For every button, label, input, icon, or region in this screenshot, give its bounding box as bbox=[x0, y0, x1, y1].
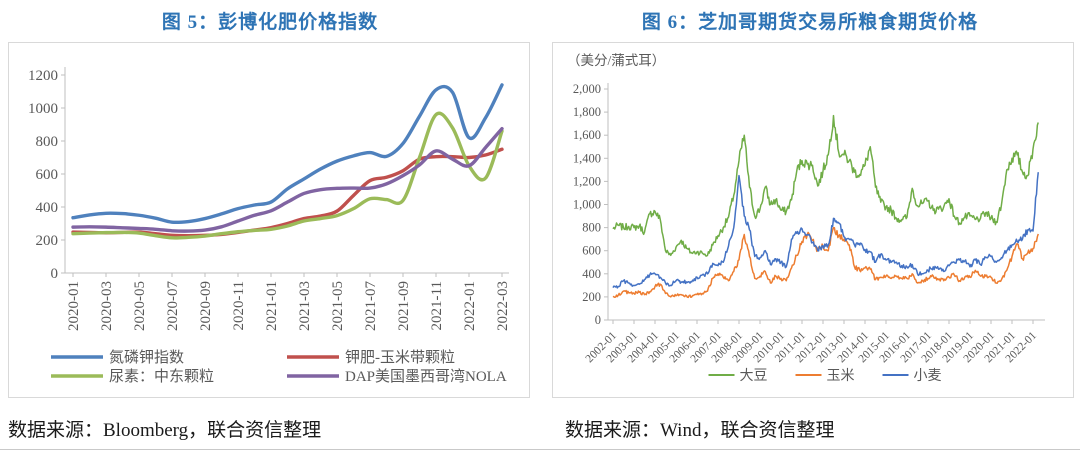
legend-label-urea-middle-east: 尿素：中东颗粒 bbox=[109, 368, 214, 385]
y-axis-unit-label: （美分/蒲式耳） bbox=[567, 53, 665, 68]
y-tick-label: 0 bbox=[51, 266, 59, 282]
y-tick-label: 800 bbox=[582, 221, 601, 235]
x-tick-label: 2021-05 bbox=[330, 281, 346, 331]
y-tick-label: 1,800 bbox=[573, 105, 601, 119]
legend-item-corn: 玉米 bbox=[795, 368, 855, 384]
y-tick-label: 1,600 bbox=[573, 128, 601, 142]
x-tick-label: 2020-07 bbox=[165, 281, 181, 331]
bottom-divider bbox=[0, 449, 1080, 450]
figure5-source: 数据来源：Bloomberg，联合资信整理 bbox=[8, 420, 322, 441]
x-tick-label: 2022-01 bbox=[462, 281, 478, 331]
x-tick-label: 2021-09 bbox=[396, 281, 412, 331]
y-tick-label: 200 bbox=[36, 233, 59, 249]
y-tick-label: 600 bbox=[582, 244, 601, 258]
y-tick-label: 2,000 bbox=[573, 82, 601, 96]
legend-item-wheat: 小麦 bbox=[882, 368, 942, 384]
x-tick-label: 2020-05 bbox=[132, 281, 148, 331]
x-tick-label: 2021-11 bbox=[429, 281, 445, 330]
figure6-title: 图 6：芝加哥期货交易所粮食期货价格 bbox=[641, 12, 979, 33]
x-tick-label: 2022-03 bbox=[495, 281, 511, 331]
series-line-dap-nola bbox=[71, 126, 504, 233]
y-tick-label: 1000 bbox=[28, 101, 58, 117]
legend-item-dap-nola: DAP美国墨西哥湾NOLA bbox=[287, 368, 507, 385]
series-line-soybean bbox=[612, 114, 1039, 257]
x-tick-label: 2021-01 bbox=[264, 281, 280, 331]
y-tick-label: 1,200 bbox=[573, 174, 601, 188]
x-tick-label: 2021-07 bbox=[363, 281, 379, 331]
series-line-potash-cornbelt bbox=[71, 147, 504, 238]
legend-label-dap-nola: DAP美国墨西哥湾NOLA bbox=[345, 368, 507, 385]
legend-item-urea-middle-east: 尿素：中东颗粒 bbox=[51, 368, 214, 385]
y-tick-label: 200 bbox=[582, 290, 601, 304]
figure5-line-chart: 0 200 400 600 800 1000 1200 2020-01 2020-03 2020-… bbox=[28, 67, 511, 385]
y-tick-label: 800 bbox=[36, 134, 59, 150]
y-tick-label: 1,000 bbox=[573, 198, 601, 212]
figure6-chart-area: （美分/蒲式耳） 0 200 400 600 800 1,000 1,200 1,400 1,60… bbox=[552, 42, 1074, 398]
legend-item-soybean: 大豆 bbox=[708, 368, 768, 384]
series-line-wheat bbox=[612, 172, 1039, 289]
figure5-chart-area: 0 200 400 600 800 1000 1200 2020-01 2020-03 2020-… bbox=[8, 42, 530, 398]
x-tick-label: 2021-03 bbox=[297, 281, 313, 331]
legend-label-corn: 玉米 bbox=[827, 368, 855, 384]
x-tick-label: 2020-01 bbox=[66, 281, 82, 331]
x-tick-label: 2020-09 bbox=[198, 281, 214, 331]
y-tick-label: 600 bbox=[36, 167, 59, 183]
y-tick-label: 1,400 bbox=[573, 151, 601, 165]
figure6-source: 数据来源：Wind，联合资信整理 bbox=[565, 420, 835, 441]
series-line-corn bbox=[612, 226, 1039, 299]
legend-item-npk-index: 氮磷钾指数 bbox=[51, 349, 184, 366]
legend-label-soybean: 大豆 bbox=[740, 368, 768, 384]
series-line-urea-middle-east bbox=[71, 111, 504, 240]
series-line-npk-index bbox=[71, 83, 504, 225]
x-tick-label: 2020-11 bbox=[231, 281, 247, 330]
legend-item-potash-cornbelt: 钾肥-玉米带颗粒 bbox=[287, 349, 455, 366]
figure6-line-chart: （美分/蒲式耳） 0 200 400 600 800 1,000 1,200 1,400 1,60… bbox=[567, 53, 1045, 384]
x-tick-label: 2020-03 bbox=[99, 281, 115, 331]
y-tick-label: 1200 bbox=[28, 68, 58, 84]
y-tick-label: 400 bbox=[36, 200, 59, 216]
legend-label-potash-cornbelt: 钾肥-玉米带颗粒 bbox=[345, 349, 455, 366]
y-tick-label: 0 bbox=[595, 313, 601, 327]
figure5-title: 图 5：彭博化肥价格指数 bbox=[161, 12, 379, 33]
y-tick-label: 400 bbox=[582, 267, 601, 281]
legend-label-npk-index: 氮磷钾指数 bbox=[109, 349, 184, 366]
legend-label-wheat: 小麦 bbox=[914, 368, 942, 384]
